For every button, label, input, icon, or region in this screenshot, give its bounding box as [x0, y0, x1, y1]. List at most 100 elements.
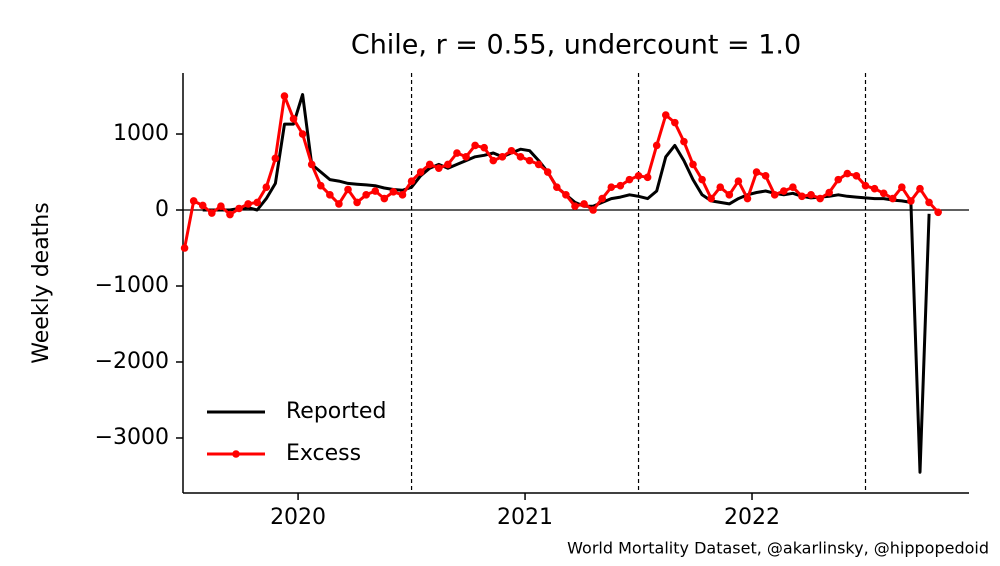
series-marker	[625, 175, 634, 184]
series-marker	[770, 191, 779, 199]
series-marker	[226, 210, 234, 219]
series-marker	[462, 153, 470, 161]
series-marker	[680, 137, 688, 146]
series-marker	[916, 184, 924, 193]
series-marker	[834, 175, 843, 184]
series-marker	[589, 206, 597, 214]
series-marker	[498, 153, 507, 161]
series-marker	[925, 198, 933, 207]
series-marker	[562, 191, 570, 199]
series-marker	[489, 156, 498, 165]
series-marker	[235, 204, 243, 213]
legend-marker	[232, 450, 240, 458]
series-marker	[543, 168, 552, 176]
x-tick-label: 2021	[497, 505, 553, 530]
series-marker	[879, 189, 888, 198]
series-marker	[453, 149, 461, 157]
y-tick-label: 1000	[113, 121, 169, 146]
y-tick-label: −2000	[95, 349, 169, 374]
series-marker	[444, 160, 452, 169]
y-tick-label: −3000	[95, 425, 169, 450]
series-marker	[534, 160, 543, 169]
series-marker	[353, 198, 361, 207]
series-marker	[425, 160, 434, 169]
series-marker	[416, 168, 425, 176]
series-marker	[217, 202, 225, 211]
series-marker	[480, 143, 488, 152]
series-marker	[262, 183, 271, 192]
series-marker	[198, 201, 207, 210]
series-marker	[888, 194, 897, 203]
x-tick-label: 2022	[724, 505, 780, 530]
y-tick-label: 0	[155, 197, 169, 222]
series-marker	[434, 164, 443, 173]
series-marker	[289, 115, 298, 123]
legend-label: Excess	[286, 441, 361, 466]
series-marker	[180, 244, 189, 252]
series-marker	[861, 181, 870, 190]
series-marker	[316, 181, 325, 190]
series-marker	[516, 153, 525, 161]
series-marker	[825, 188, 833, 197]
series-marker	[253, 198, 262, 207]
series-marker	[643, 173, 652, 182]
series-line	[183, 94, 940, 249]
series-marker	[598, 194, 607, 203]
series-marker	[816, 194, 824, 203]
series-marker	[779, 187, 788, 195]
series-marker	[616, 181, 625, 190]
series-marker	[798, 192, 806, 201]
series-marker	[716, 183, 725, 192]
series-marker	[607, 183, 616, 192]
series-marker	[698, 175, 706, 184]
series-marker	[362, 191, 370, 199]
series-marker	[307, 160, 316, 169]
series-marker	[398, 191, 407, 199]
series-marker	[244, 200, 252, 208]
series-marker	[471, 141, 479, 150]
series-marker	[752, 168, 761, 176]
series-marker	[271, 154, 280, 163]
series-marker	[189, 197, 198, 205]
series-marker	[507, 146, 516, 155]
series-marker	[934, 208, 942, 217]
series-marker	[344, 185, 352, 194]
series-marker	[371, 187, 380, 195]
series-marker	[661, 111, 670, 119]
series-marker	[807, 191, 815, 199]
series-marker	[734, 177, 743, 185]
series-marker	[380, 194, 389, 203]
series-marker	[389, 187, 398, 196]
y-axis-label: Weekly deaths	[29, 202, 54, 363]
series-marker	[843, 169, 852, 178]
series-marker	[898, 183, 906, 192]
series-marker	[553, 183, 561, 192]
series-marker	[852, 172, 861, 180]
series-marker	[298, 130, 307, 138]
series-marker	[335, 200, 343, 208]
series-marker	[707, 194, 715, 203]
series-marker	[525, 156, 534, 165]
series-marker	[571, 202, 579, 211]
y-tick-label: −1000	[95, 273, 169, 298]
series-marker	[725, 191, 734, 199]
series-marker	[280, 92, 289, 100]
series-marker	[870, 184, 879, 193]
series-marker	[907, 197, 915, 205]
series-marker	[407, 177, 416, 185]
source-note: World Mortality Dataset, @akarlinsky, @h…	[567, 539, 989, 558]
series-marker	[208, 209, 216, 217]
series-marker	[689, 160, 697, 169]
series-marker	[789, 183, 797, 192]
legend-label: Reported	[286, 399, 386, 424]
series-marker	[743, 194, 752, 203]
series-marker	[761, 172, 770, 180]
chart-title: Chile, r = 0.55, undercount = 1.0	[351, 30, 801, 61]
series-marker	[634, 172, 643, 180]
x-tick-label: 2020	[270, 505, 326, 530]
series-marker	[326, 191, 334, 199]
series-marker	[671, 118, 679, 127]
series-marker	[580, 200, 588, 208]
series-marker	[652, 141, 661, 150]
